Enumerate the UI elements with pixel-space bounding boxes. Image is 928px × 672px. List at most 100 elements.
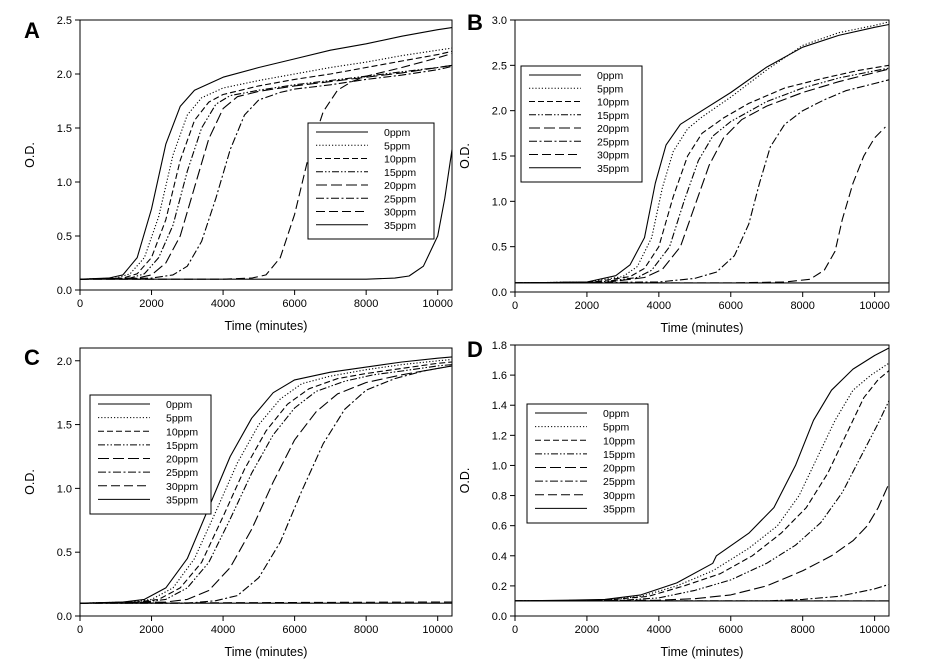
panel-a-legend-label: 10ppm xyxy=(384,154,416,166)
panel-c-legend-box xyxy=(89,394,212,515)
panel-b-series-25ppm xyxy=(515,79,889,284)
panel-b-y-tick-label: 0.5 xyxy=(492,242,507,254)
panel-d-series-group xyxy=(515,347,889,602)
panel-a-x-tick-label: 4000 xyxy=(211,298,235,310)
panel-a-series-15ppm xyxy=(80,64,452,280)
panel-a-y-tick-label: 2.5 xyxy=(57,15,72,27)
panel-b-series-15ppm xyxy=(515,67,889,284)
panel-c-y-tick-label: 1.5 xyxy=(57,420,72,432)
panel-d-x-axis-title: Time (minutes) xyxy=(661,645,744,659)
panel-d-legend-label: 30ppm xyxy=(603,490,635,502)
panel-a-y-axis-title: O.D. xyxy=(23,142,37,168)
panel-b-legend-label: 10ppm xyxy=(597,97,629,109)
panel-d-y-tick-label: 0.6 xyxy=(492,521,507,533)
panel-d-legend-label: 20ppm xyxy=(603,463,635,475)
panel-c-y-tick-label: 0.0 xyxy=(57,611,72,623)
panel-c-y-axis-title: O.D. xyxy=(23,469,37,495)
panel-d-y-tick-label: 1.4 xyxy=(492,400,507,412)
panel-c-series-20ppm xyxy=(80,365,452,604)
panel-d-series-10ppm xyxy=(515,370,889,602)
panel-d-y-tick-label: 0.8 xyxy=(492,491,507,503)
panel-c-series-group xyxy=(80,356,452,604)
panel-d-legend-label: 15ppm xyxy=(603,449,635,461)
panel-a-x-tick-label: 2000 xyxy=(139,298,163,310)
panel-d-y-tick-label: 0.2 xyxy=(492,581,507,593)
panel-c-x-tick-label: 2000 xyxy=(139,624,163,636)
panel-c-x-tick-label: 10000 xyxy=(422,624,453,636)
panel-d-legend-label: 5ppm xyxy=(603,422,630,434)
panel-d-series-20ppm xyxy=(515,483,889,602)
panel-c-legend-label: 25ppm xyxy=(166,467,198,479)
panel-b-series-group xyxy=(515,21,889,284)
panel-b: B 0 2000 4000 6000 8000 10000 0.0 0.5 1.0 1.5 2.0 2.… xyxy=(458,10,890,335)
panel-d-legend-label: 25ppm xyxy=(603,476,635,488)
panel-d-series-15ppm xyxy=(515,400,889,602)
panel-c-x-tick-label: 6000 xyxy=(282,624,306,636)
panel-d-y-axis-title: O.D. xyxy=(458,468,472,494)
panel-d-x-tick-label: 4000 xyxy=(647,624,671,636)
panel-a-series-0ppm xyxy=(80,27,452,280)
panel-d-y-tick-label: 1.8 xyxy=(492,340,507,352)
panel-c-legend-label: 20ppm xyxy=(166,454,198,466)
panel-a-y-tick-label: 0.0 xyxy=(57,285,72,297)
panel-d-series-0ppm xyxy=(515,347,889,602)
panel-d-y-tick-label: 1.2 xyxy=(492,430,507,442)
panel-a-x-tick-label: 10000 xyxy=(422,298,453,310)
panel-d-legend-label: 10ppm xyxy=(603,435,635,447)
panel-a-y-tick-label: 1.0 xyxy=(57,177,72,189)
panel-a-legend-label: 0ppm xyxy=(384,127,411,139)
panel-a-legend-label: 15ppm xyxy=(384,167,416,179)
panel-c-letter: C xyxy=(24,345,40,370)
panel-a-series-35ppm xyxy=(80,149,452,280)
panel-b-x-tick-label: 2000 xyxy=(575,300,599,312)
panel-c-plot-frame xyxy=(79,347,453,617)
panel-b-y-tick-label: 3.0 xyxy=(492,15,507,27)
panel-d-x-tick-label: 8000 xyxy=(790,624,814,636)
panel-d-x-tick-label: 0 xyxy=(512,624,518,636)
panel-c-legend-label: 10ppm xyxy=(166,426,198,438)
panel-b-legend-label: 0ppm xyxy=(597,70,624,82)
panel-a-legend-box xyxy=(307,122,435,240)
panel-d-x-tick-label: 6000 xyxy=(719,624,743,636)
panel-c-series-30ppm xyxy=(80,601,452,604)
panel-d-letter: D xyxy=(467,337,483,362)
panel-b-x-axis-title: Time (minutes) xyxy=(661,321,744,335)
panel-c-series-0ppm xyxy=(80,356,452,604)
panel-c-legend-label: 0ppm xyxy=(166,399,193,411)
panel-a-x-tick-label: 6000 xyxy=(282,298,306,310)
panel-d-x-tick-label: 10000 xyxy=(859,624,890,636)
panel-c-x-tick-label: 0 xyxy=(77,624,83,636)
panel-b-legend-label: 35ppm xyxy=(597,163,629,175)
panel-b-letter: B xyxy=(467,10,483,35)
panel-a-legend-label: 35ppm xyxy=(384,220,416,232)
panel-b-legend-label: 20ppm xyxy=(597,123,629,135)
panel-b-legend-label: 15ppm xyxy=(597,110,629,122)
panel-a: A 0 2000 4000 6000 8000 10000 0.0 0.5 1.0 1.5 2.0 2.… xyxy=(23,15,453,333)
panel-d-plot-frame xyxy=(514,344,890,617)
panel-b-y-tick-label: 2.5 xyxy=(492,60,507,72)
panel-a-legend-label: 30ppm xyxy=(384,207,416,219)
panel-d-x-tick-label: 2000 xyxy=(575,624,599,636)
panel-a-x-tick-label: 8000 xyxy=(354,298,378,310)
panel-c-series-25ppm xyxy=(80,365,452,604)
panel-b-series-10ppm xyxy=(515,64,889,284)
panel-d-y-tick-label: 0.4 xyxy=(492,551,507,563)
panel-d-legend-box xyxy=(526,403,649,524)
panel-a-y-tick-label: 0.5 xyxy=(57,231,72,243)
panel-b-x-tick-label: 6000 xyxy=(719,300,743,312)
panel-b-y-tick-label: 0.0 xyxy=(492,287,507,299)
panel-c-legend-label: 5ppm xyxy=(166,413,193,425)
panel-c-legend-label: 15ppm xyxy=(166,440,198,452)
panel-a-series-5ppm xyxy=(80,47,452,280)
panel-c-y-tick-label: 2.0 xyxy=(57,356,72,368)
panel-b-legend-label: 30ppm xyxy=(597,150,629,162)
panel-a-series-25ppm xyxy=(80,65,452,280)
panel-b-x-tick-label: 10000 xyxy=(859,300,890,312)
panel-c-x-tick-label: 8000 xyxy=(354,624,378,636)
panel-b-series-0ppm xyxy=(515,23,889,284)
panel-a-y-tick-label: 1.5 xyxy=(57,123,72,135)
